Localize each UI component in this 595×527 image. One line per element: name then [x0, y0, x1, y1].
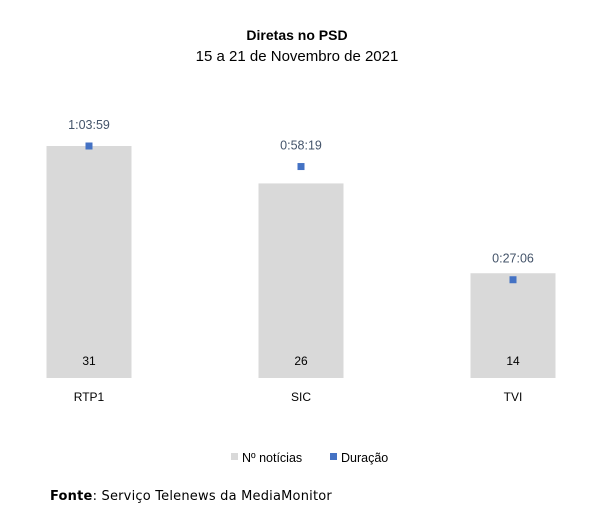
duration-label-sic: 0:58:19	[280, 139, 322, 153]
duration-label-tvi: 0:27:06	[492, 252, 534, 266]
category-label-rtp1: RTP1	[74, 390, 105, 404]
bar-rtp1	[46, 146, 132, 378]
legend-label-noticias: Nº notícias	[242, 451, 302, 465]
chart: Diretas no PSD 15 a 21 de Novembro de 20…	[46, 27, 556, 465]
legend-swatch-duracao	[330, 453, 337, 460]
duration-label-rtp1: 1:03:59	[68, 118, 110, 132]
plot-area: 31 1:03:59 RTP1 26 0:58:19 SIC 14 0:27:06 TVI	[46, 118, 556, 404]
chart-title: Diretas no PSD	[246, 27, 347, 43]
legend: Nº notícias Duração	[231, 451, 388, 465]
chart-subtitle: 15 a 21 de Novembro de 2021	[196, 48, 399, 65]
bar-value-label-tvi: 14	[506, 354, 520, 368]
source-note: Fonte: Serviço Telenews da MediaMonitor	[50, 489, 332, 504]
source-label: Fonte	[50, 489, 93, 504]
bar-value-label-rtp1: 31	[82, 354, 96, 368]
duration-marker-tvi	[509, 276, 517, 284]
duration-marker-rtp1	[85, 142, 93, 150]
duration-marker-sic	[297, 163, 305, 171]
legend-swatch-noticias	[231, 453, 238, 460]
bar-sic	[258, 183, 344, 378]
bar-value-label-sic: 26	[294, 354, 308, 368]
bar-tvi	[470, 273, 556, 378]
category-label-tvi: TVI	[504, 390, 523, 404]
source-text: : Serviço Telenews da MediaMonitor	[92, 489, 332, 504]
legend-label-duracao: Duração	[341, 451, 388, 465]
category-label-sic: SIC	[291, 390, 311, 404]
